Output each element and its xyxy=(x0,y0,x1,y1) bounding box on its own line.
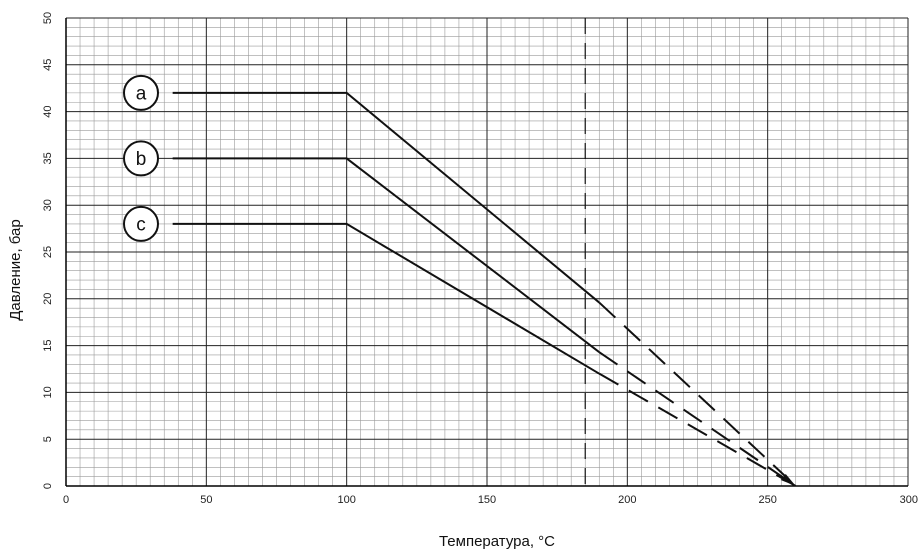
series-a-label: a xyxy=(136,83,147,104)
series-a-callout-circle xyxy=(123,74,159,111)
x-tick-label: 50 xyxy=(200,494,212,506)
series-a-solid-line xyxy=(172,91,600,304)
series-group xyxy=(172,91,797,487)
y-tick-label: 40 xyxy=(42,105,54,117)
x-tick-label: 150 xyxy=(478,494,496,506)
y-tick-label: 5 xyxy=(42,436,54,442)
y-tick-label: 10 xyxy=(42,386,54,398)
series-b-callout-circle xyxy=(123,140,159,177)
y-tick-label: 0 xyxy=(42,483,54,489)
series-callouts: a b c xyxy=(123,74,159,242)
series-b-solid-line xyxy=(172,157,600,353)
y-axis-title: Давление, бар xyxy=(7,219,24,321)
y-tick-label: 35 xyxy=(42,152,54,164)
y-tick-label: 50 xyxy=(42,12,54,24)
x-tick-label: 0 xyxy=(63,494,69,506)
x-axis-title: Температура, °C xyxy=(439,533,555,550)
series-c-dashed-line xyxy=(598,372,797,487)
y-tick-label: 15 xyxy=(42,339,54,351)
x-tick-label: 250 xyxy=(758,494,776,506)
y-tick-label: 25 xyxy=(42,246,54,258)
x-tick-label: 300 xyxy=(900,494,918,506)
series-c-label: c xyxy=(136,214,146,235)
series-b-dashed-line xyxy=(598,351,797,487)
series-c-callout-circle xyxy=(123,205,159,242)
arrow-head xyxy=(780,474,796,486)
series-b-label: b xyxy=(136,149,147,170)
y-tick-label: 30 xyxy=(42,199,54,211)
series-c-solid-line xyxy=(172,222,600,375)
y-tick-label: 45 xyxy=(42,59,54,71)
x-tick-label: 200 xyxy=(618,494,636,506)
x-tick-label: 100 xyxy=(337,494,355,506)
x-axis-ticks: 0 50 100 150 200 250 300 xyxy=(63,494,918,506)
series-a-dashed-line xyxy=(598,301,797,487)
y-axis-ticks: 0 5 10 15 20 25 30 35 40 45 50 xyxy=(42,12,54,489)
y-tick-label: 20 xyxy=(42,293,54,305)
